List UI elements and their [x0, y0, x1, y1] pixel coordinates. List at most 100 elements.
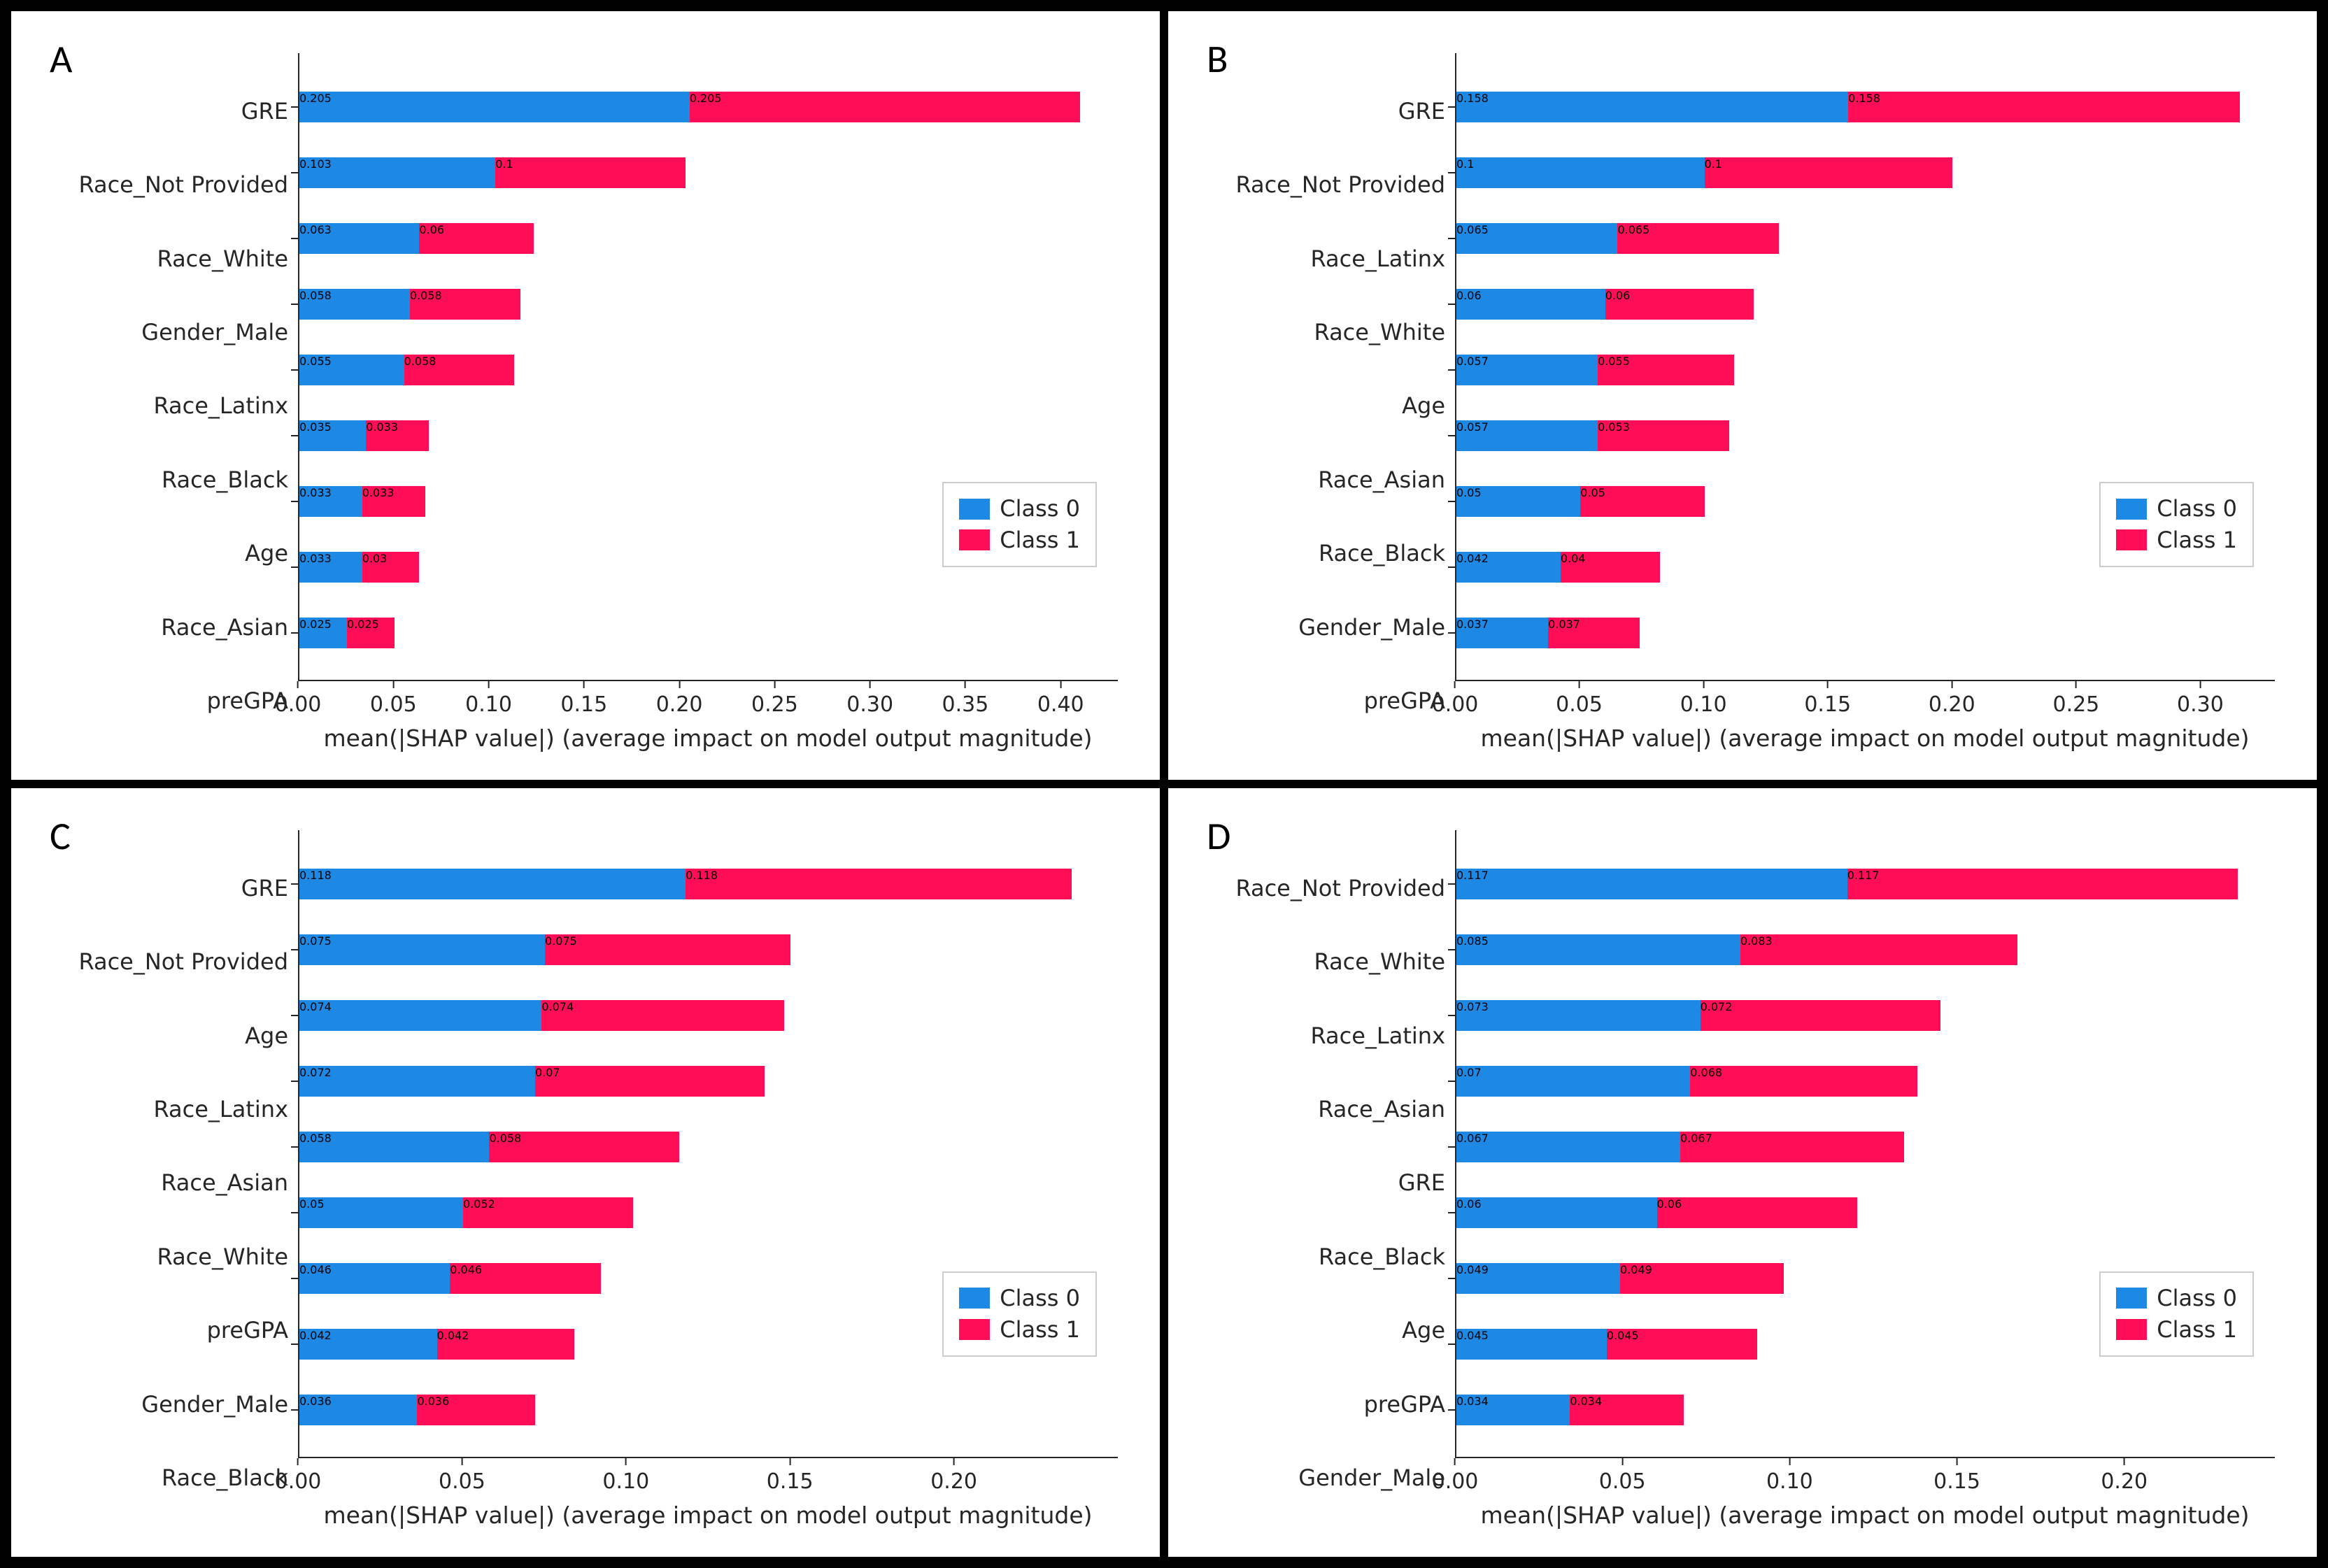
category-label: Race_White [1314, 321, 1445, 343]
bar-segment-class0: 0.036 [299, 1395, 417, 1425]
category-label: Gender_Male [1298, 1467, 1445, 1489]
panel-letter: B [1207, 36, 1228, 83]
bar-segment-class1: 0.158 [1848, 92, 2240, 122]
bar-row: 0.0650.065 [1456, 223, 2275, 254]
bar-row: 0.0580.058 [299, 289, 1118, 320]
bar-segment-class0: 0.06 [1456, 289, 1605, 320]
category-label: Race_Asian [1318, 469, 1445, 491]
x-tick: 0.15 [560, 681, 607, 717]
x-tick-label: 0.10 [1680, 692, 1727, 717]
bar-segment-class1: 0.053 [1598, 420, 1729, 451]
x-tick-label: 0.20 [656, 692, 703, 717]
x-tick: 0.00 [275, 681, 322, 717]
y-tick-mark [291, 435, 298, 436]
x-tick-label: 0.05 [439, 1469, 485, 1494]
bar-segment-class0: 0.033 [299, 486, 362, 517]
x-tick-label: 0.00 [1432, 1469, 1479, 1494]
bar-segment-class0: 0.042 [299, 1329, 437, 1360]
bar-segment-class1: 0.036 [417, 1395, 534, 1425]
y-tick-mark [291, 1212, 298, 1213]
legend-swatch [959, 499, 990, 520]
plot-area: 0.1180.1180.0750.0750.0740.0740.0720.070… [298, 830, 1118, 1529]
category-label: Age [1402, 1319, 1445, 1341]
legend-label: Class 0 [2157, 1283, 2237, 1314]
y-tick-mark [291, 1409, 298, 1411]
bar-segment-class0: 0.158 [1456, 92, 1848, 122]
category-label: Race_Asian [161, 616, 288, 639]
bar-row: 0.0550.058 [299, 355, 1118, 385]
x-tick-label: 0.05 [1599, 1469, 1646, 1494]
panel-letter: C [50, 813, 71, 860]
category-label: Race_Asian [161, 1171, 288, 1194]
x-tick-mark [392, 681, 394, 688]
x-tick-label: 0.25 [751, 692, 798, 717]
x-axis-label: mean(|SHAP value|) (average impact on mo… [1455, 1502, 2275, 1529]
y-tick-mark [1448, 172, 1455, 173]
legend-label: Class 0 [1000, 1283, 1080, 1314]
legend-swatch [2116, 1288, 2147, 1309]
x-tick-mark [1454, 1458, 1456, 1465]
x-tick: 0.05 [370, 681, 417, 717]
bar-segment-class0: 0.065 [1456, 223, 1617, 254]
bar-segment-class0: 0.049 [1456, 1263, 1620, 1294]
category-label: Race_Latinx [153, 1098, 288, 1120]
x-axis-label: mean(|SHAP value|) (average impact on mo… [298, 725, 1118, 752]
x-tick: 0.05 [439, 1458, 485, 1494]
y-category-labels: GRERace_Not ProvidedAgeRace_LatinxRace_A… [46, 830, 298, 1529]
bar-segment-class1: 0.058 [489, 1132, 679, 1162]
bar-segment-class0: 0.055 [299, 355, 404, 385]
bar-segment-class1: 0.033 [366, 420, 429, 451]
x-tick-mark [1579, 681, 1580, 688]
y-tick-mark [1448, 501, 1455, 502]
y-tick-mark [291, 106, 298, 108]
plot-area: 0.2050.2050.1030.10.0630.060.0580.0580.0… [298, 53, 1118, 752]
bars-area: 0.1170.1170.0850.0830.0730.0720.070.0680… [1455, 830, 2275, 1458]
bar-segment-class1: 0.045 [1607, 1329, 1757, 1360]
legend-item: Class 1 [2116, 1314, 2237, 1346]
category-label: Race_Latinx [1310, 1025, 1445, 1047]
category-label: GRE [241, 877, 288, 899]
legend-item: Class 1 [959, 525, 1080, 556]
y-axis-ticks [291, 53, 299, 680]
bar-segment-class1: 0.205 [690, 92, 1080, 122]
bar-segment-class0: 0.118 [299, 869, 686, 899]
x-tick-mark [1060, 681, 1061, 688]
bar-segment-class0: 0.117 [1456, 869, 1847, 899]
x-tick-label: 0.25 [2052, 692, 2099, 717]
y-tick-mark [1448, 304, 1455, 305]
x-tick-mark [461, 1458, 462, 1465]
bar-segment-class0: 0.045 [1456, 1329, 1607, 1360]
category-label: Race_Not Provided [1235, 877, 1445, 899]
x-tick-mark [789, 1458, 790, 1465]
panel-A: AGRERace_Not ProvidedRace_WhiteGender_Ma… [7, 7, 1164, 784]
panel-B: BGRERace_Not ProvidedRace_LatinxRace_Whi… [1164, 7, 2321, 784]
bar-segment-class0: 0.025 [299, 618, 347, 648]
x-tick-mark [1827, 681, 1829, 688]
y-tick-mark [291, 1146, 298, 1148]
bar-row: 0.1170.117 [1456, 869, 2275, 899]
legend-swatch [959, 529, 990, 550]
bar-row: 0.0340.034 [1456, 1395, 2275, 1425]
x-tick-label: 0.40 [1037, 692, 1084, 717]
bar-row: 0.060.06 [1456, 289, 2275, 320]
bar-segment-class0: 0.072 [299, 1066, 535, 1097]
category-label: preGPA [207, 1319, 288, 1341]
x-tick: 0.20 [930, 1458, 977, 1494]
legend: Class 0Class 1 [942, 482, 1097, 567]
x-tick: 0.20 [656, 681, 703, 717]
y-tick-mark [1448, 883, 1455, 885]
x-tick-label: 0.05 [1556, 692, 1603, 717]
legend-item: Class 1 [959, 1314, 1080, 1346]
bar-segment-class0: 0.073 [1456, 1000, 1701, 1031]
x-tick-mark [1789, 1458, 1790, 1465]
x-tick: 0.00 [275, 1458, 322, 1494]
x-axis-label: mean(|SHAP value|) (average impact on mo… [298, 1502, 1118, 1529]
bar-row: 0.0570.055 [1456, 355, 2275, 385]
x-tick: 0.20 [2101, 1458, 2148, 1494]
x-tick-label: 0.00 [275, 1469, 322, 1494]
bar-segment-class0: 0.06 [1456, 1197, 1657, 1228]
x-tick-label: 0.15 [767, 1469, 814, 1494]
x-axis-ticks: 0.000.050.100.150.20 [298, 1458, 1118, 1499]
category-label: Gender_Male [141, 1393, 288, 1416]
bar-segment-class0: 0.037 [1456, 618, 1548, 648]
